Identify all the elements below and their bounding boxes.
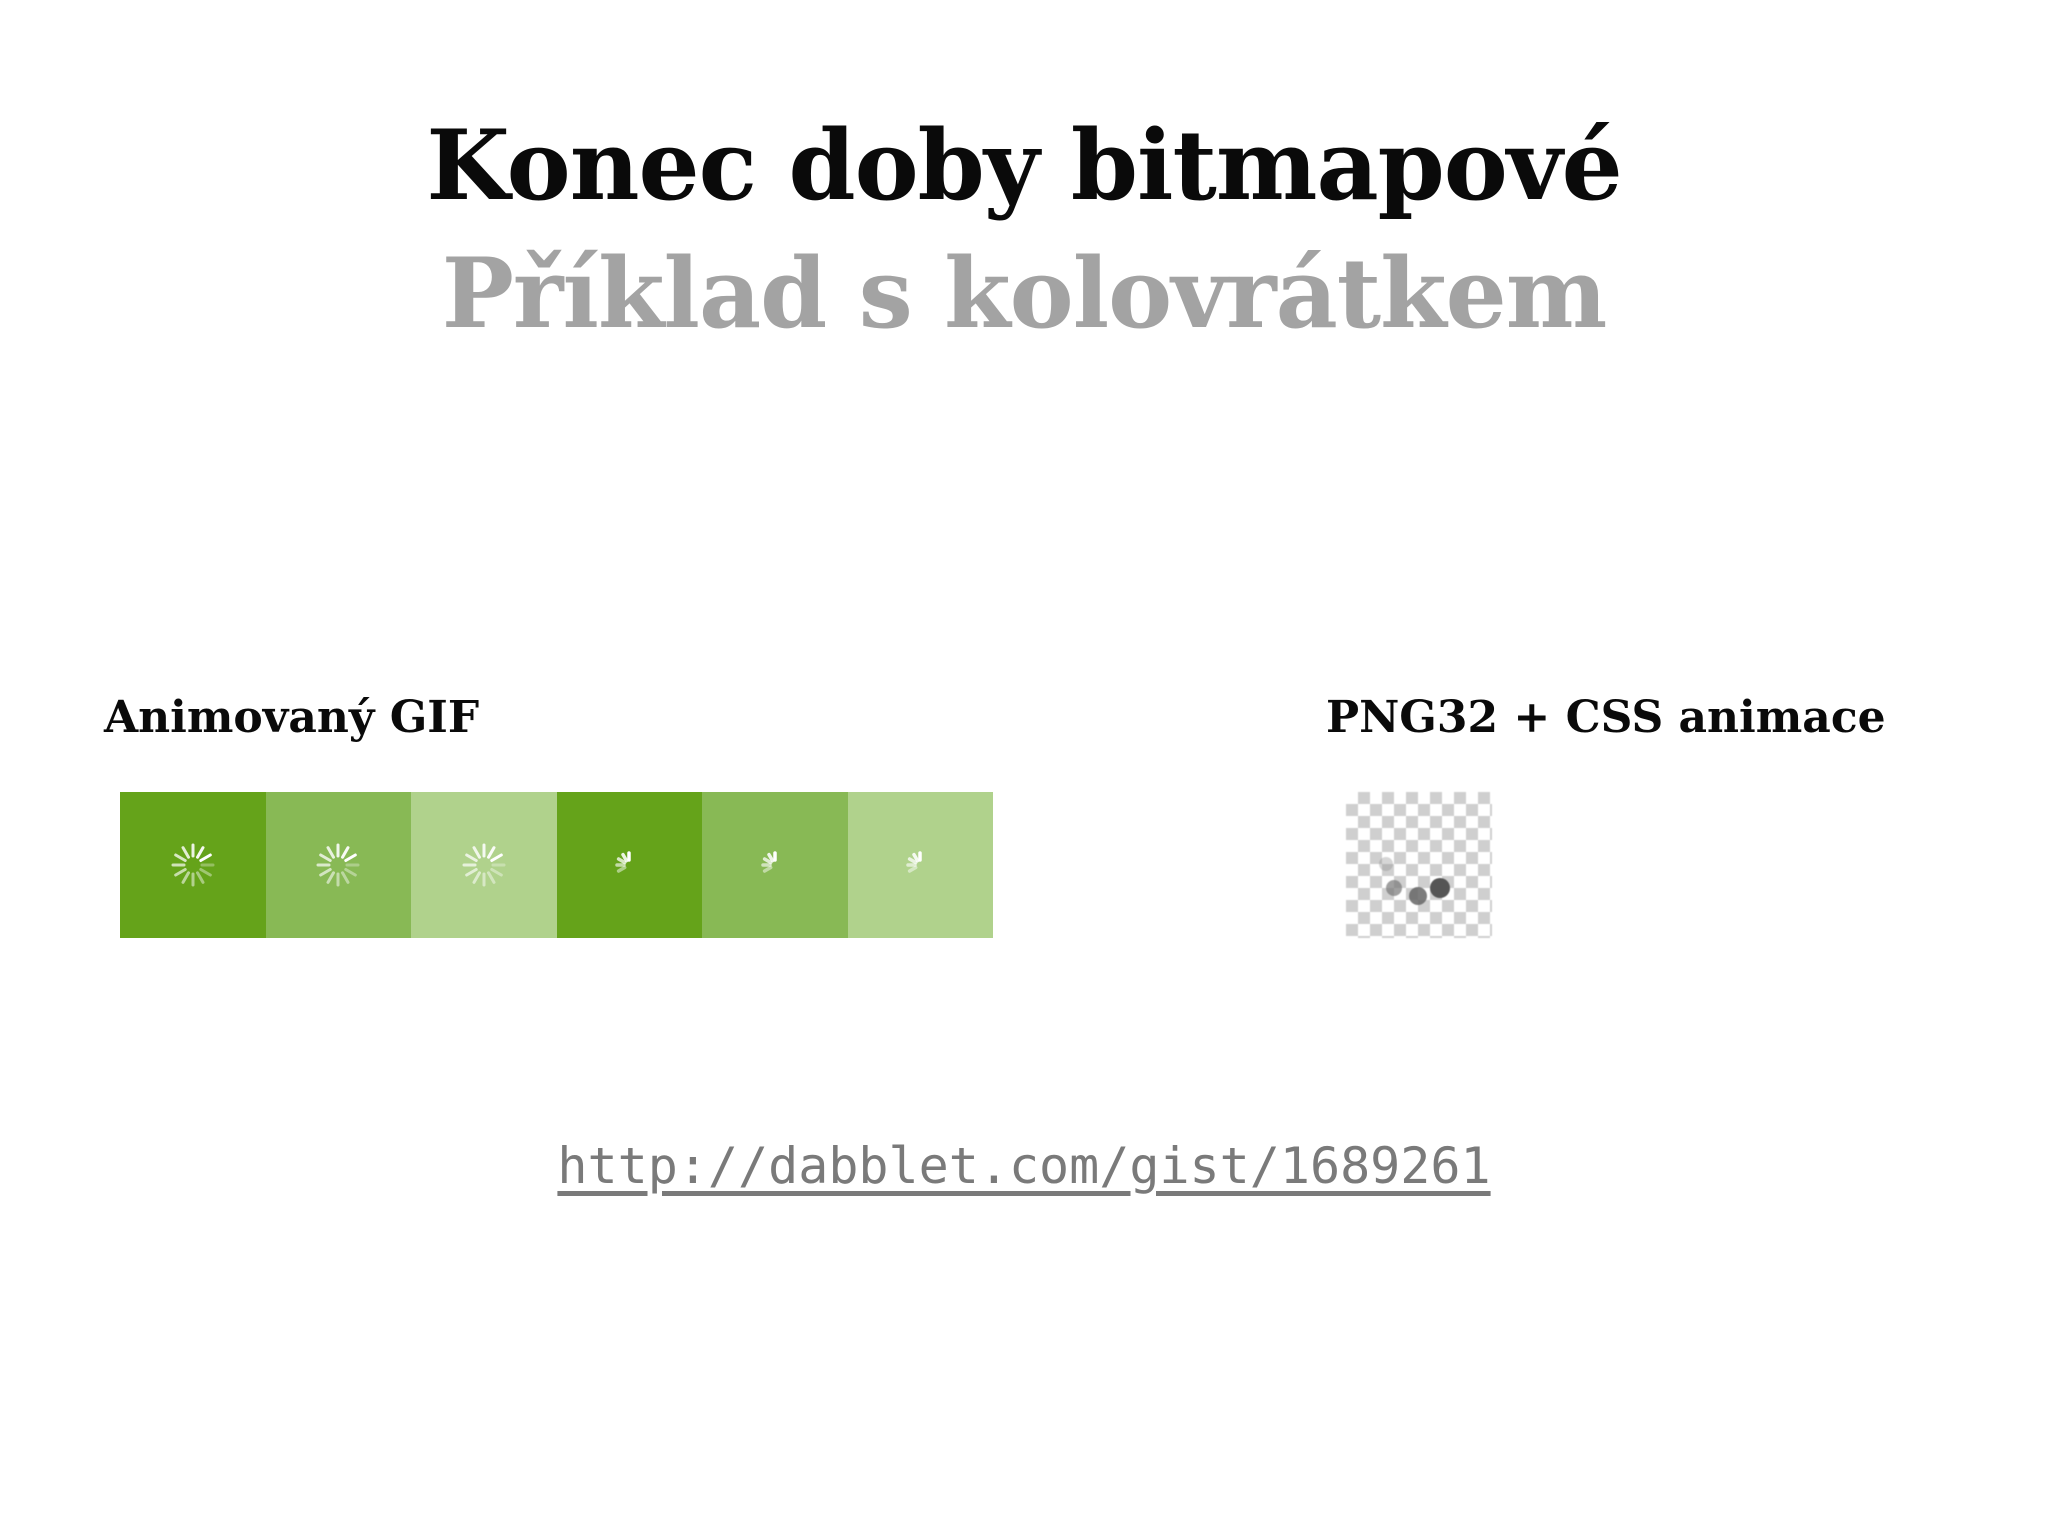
slide-subtitle: Příklad s kolovrátkem — [441, 237, 1608, 350]
gif-frame — [702, 792, 848, 938]
gif-frame — [847, 792, 993, 938]
spinner-icon — [761, 851, 777, 873]
gif-frame — [120, 792, 266, 938]
gif-frame — [265, 792, 411, 938]
spinner-icon — [462, 843, 506, 887]
dabblet-link[interactable]: http://dabblet.com/gist/1689261 — [557, 1137, 1491, 1195]
png-section-label: PNG32 + CSS animace — [1326, 692, 1886, 743]
spinner-icon — [906, 851, 922, 873]
png-spinner-demo — [1346, 792, 1492, 938]
spinner-dots-icon — [1379, 857, 1450, 905]
gif-frame — [556, 792, 702, 938]
gif-frames-strip — [120, 792, 993, 938]
slide-title: Konec doby bitmapové — [426, 109, 1622, 222]
gif-frame — [411, 792, 557, 938]
spinner-icon — [615, 851, 631, 873]
spinner-icon — [171, 843, 215, 887]
gif-section-label: Animovaný GIF — [104, 692, 480, 743]
spinner-icon — [316, 843, 360, 887]
